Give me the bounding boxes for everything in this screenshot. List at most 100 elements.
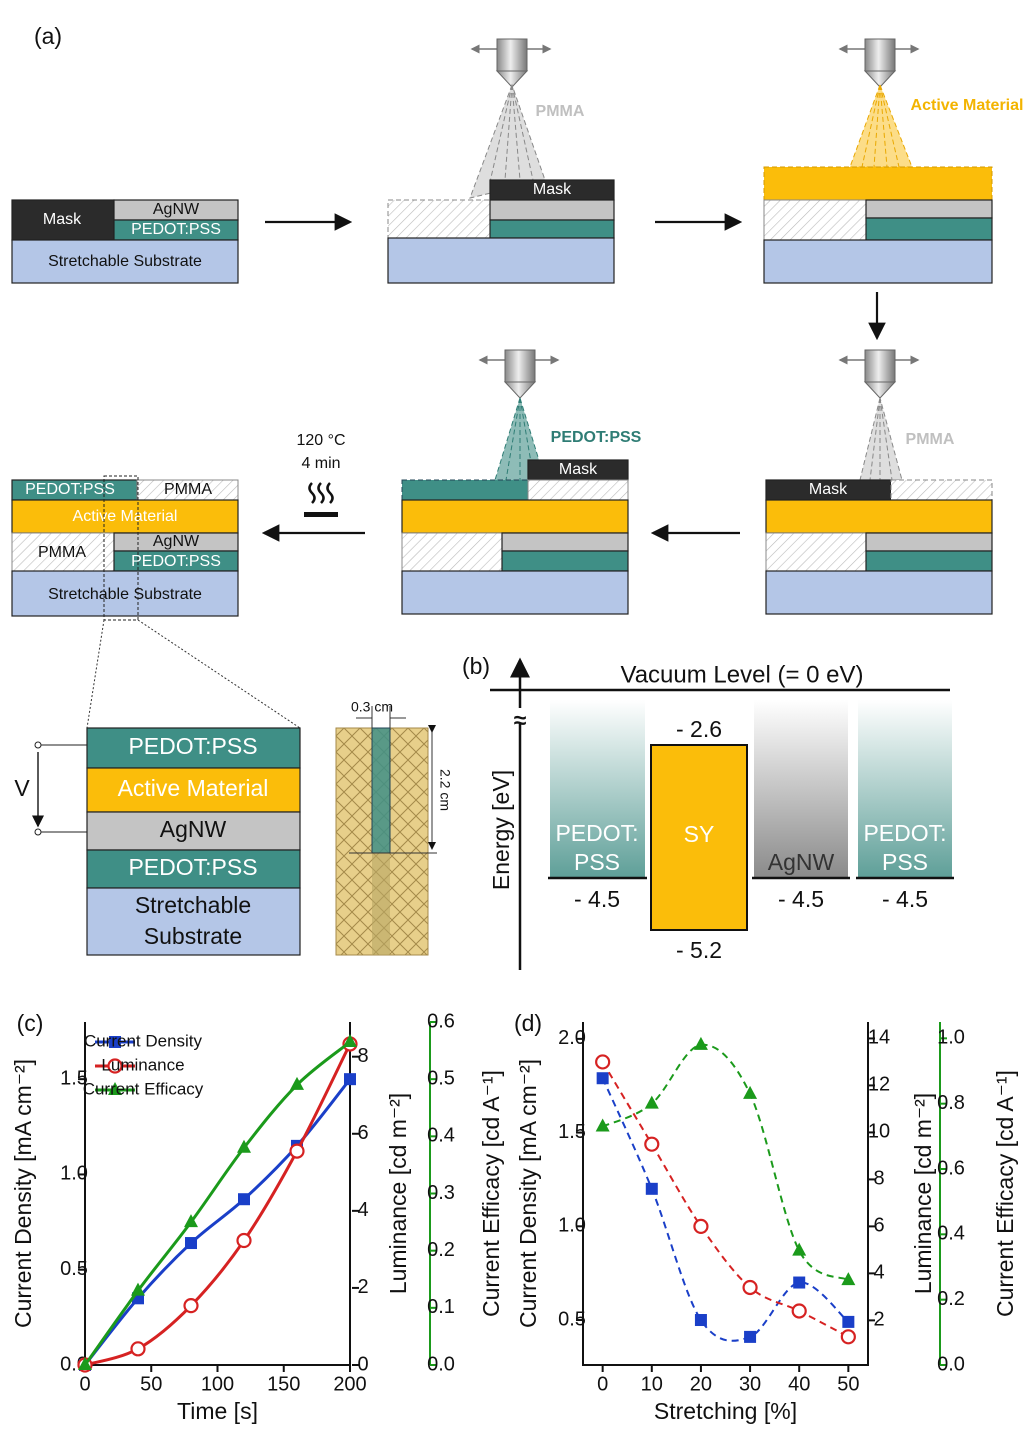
material-label: PSS xyxy=(574,849,620,875)
marker xyxy=(291,1145,304,1158)
y-tick-label: 2 xyxy=(873,1309,884,1331)
layer-label: Stretchable xyxy=(135,892,251,918)
anneal-temperature: 120 °C xyxy=(296,432,345,449)
y-tick-label: 6 xyxy=(873,1215,884,1237)
y-tick-label: 0.2 xyxy=(937,1288,965,1310)
pmma-layer xyxy=(402,533,502,571)
spray-label: PMMA xyxy=(536,103,585,120)
marker xyxy=(744,1331,756,1343)
vacuum-label: Vacuum Level (= 0 eV) xyxy=(620,661,863,688)
y-tick-label: 0.4 xyxy=(937,1223,965,1245)
anneal-time: 4 min xyxy=(301,455,340,472)
active-strip xyxy=(372,728,390,853)
spray-label: PEDOT:PSS xyxy=(551,429,642,446)
level-label: - 4.5 xyxy=(778,886,824,912)
layer-label: Active Material xyxy=(73,508,178,525)
step-4: PMMA Mask xyxy=(766,350,992,614)
pedot-layer xyxy=(490,220,614,238)
marker xyxy=(597,1072,609,1084)
active-layer xyxy=(766,500,992,533)
y-tick-label: 0.0 xyxy=(427,1353,455,1375)
agnw-layer xyxy=(866,533,992,551)
terminal xyxy=(35,742,41,748)
material-label: SY xyxy=(684,821,715,847)
marker xyxy=(694,1220,707,1233)
voltage-label: V xyxy=(14,775,30,801)
layer-label: Mask xyxy=(43,211,82,228)
figure: (a) Mask AgNW PEDOT:PSS Stretchable Subs… xyxy=(0,0,1031,1431)
marker xyxy=(743,1086,757,1099)
marker xyxy=(238,1193,250,1205)
x-tick-label: 30 xyxy=(739,1373,761,1395)
layer-label: PEDOT:PSS xyxy=(25,481,115,498)
y-tick-label: 0.6 xyxy=(427,1010,455,1032)
active-layer xyxy=(764,167,992,200)
y-tick-label: 0.0 xyxy=(937,1353,965,1375)
layer-label: Stretchable Substrate xyxy=(48,253,202,270)
layer-label: AgNW xyxy=(153,201,200,218)
y-tick-label: 1.0 xyxy=(60,1163,88,1185)
axis-title: Energy [eV] xyxy=(488,770,514,890)
spray-nozzle xyxy=(472,39,550,87)
x-axis-title: Time [s] xyxy=(177,1398,258,1424)
x-tick-label: 50 xyxy=(140,1373,162,1395)
series-line xyxy=(603,1062,849,1337)
layer-label: PEDOT:PSS xyxy=(128,733,257,759)
y-tick-label: 4 xyxy=(873,1262,884,1284)
y-tick-label: 14 xyxy=(868,1027,890,1049)
legend-label: Luminance xyxy=(101,1055,184,1074)
marker xyxy=(596,1055,609,1068)
series-line xyxy=(603,1045,849,1280)
y-axis-title: Luminance [cd m⁻²] xyxy=(385,1093,411,1294)
x-tick-label: 20 xyxy=(690,1373,712,1395)
substrate-layer xyxy=(766,571,992,614)
marker xyxy=(792,1243,806,1256)
y-axis-title: Current Efficacy [cd A⁻¹] xyxy=(478,1070,504,1317)
device-stack: PEDOT:PSS Active Material AgNW PEDOT:PSS… xyxy=(14,728,300,955)
y-tick-label: 0.2 xyxy=(427,1239,455,1261)
x-tick-label: 200 xyxy=(333,1373,366,1395)
spray-label: PMMA xyxy=(906,431,955,448)
y-tick-label: 0.6 xyxy=(937,1157,965,1179)
x-tick-label: 40 xyxy=(788,1373,810,1395)
y-tick-label: 0.4 xyxy=(427,1125,455,1147)
x-axis-title: Stretching [%] xyxy=(654,1398,797,1424)
y-tick-label: 6 xyxy=(357,1122,368,1144)
level-label: - 4.5 xyxy=(574,886,620,912)
length-label: 2.2 cm xyxy=(437,769,453,811)
y-tick-label: 0.5 xyxy=(558,1308,586,1330)
y-tick-label: 0.5 xyxy=(427,1067,455,1089)
x-tick-label: 100 xyxy=(201,1373,234,1395)
y-axis-title: Current Density [mA cm⁻²] xyxy=(10,1059,36,1328)
material-label: AgNW xyxy=(768,849,835,875)
layer-label: PEDOT:PSS xyxy=(131,221,221,238)
substrate-layer xyxy=(388,238,614,283)
y-axis-title: Luminance [cd m⁻²] xyxy=(910,1093,936,1294)
substrate-layer xyxy=(764,240,992,283)
agnw-layer xyxy=(866,200,992,218)
y-tick-label: 0.1 xyxy=(427,1296,455,1318)
page: {"figure": { "panel_a": { "label": "(a)"… xyxy=(0,0,1031,1431)
marker xyxy=(842,1316,854,1328)
width-label: 0.3 cm xyxy=(351,699,393,715)
step-2: PMMA Mask xyxy=(388,39,614,283)
layer-label: Stretchable Substrate xyxy=(48,586,202,603)
device-pattern: 0.3 cm 2.2 cm xyxy=(336,699,453,955)
spray-cone xyxy=(860,398,902,480)
axis-frame xyxy=(583,1022,868,1365)
material-label: PSS xyxy=(882,849,928,875)
marker xyxy=(344,1073,356,1085)
legend-label: Current Efficacy xyxy=(83,1079,204,1098)
pedot-layer xyxy=(866,551,992,571)
panel-label: (d) xyxy=(514,1010,542,1036)
marker xyxy=(695,1314,707,1326)
energy-diagram: (b) ≈ Vacuum Level (= 0 eV) Energy [eV] … xyxy=(462,653,954,970)
y-tick-label: 8 xyxy=(873,1168,884,1190)
panel-label: (b) xyxy=(462,653,490,679)
y-tick-label: 0.5 xyxy=(60,1258,88,1280)
layer-label: AgNW xyxy=(160,816,227,842)
material-label: PEDOT: xyxy=(863,820,946,846)
layer-label: Mask xyxy=(809,481,848,498)
layer-label: Substrate xyxy=(144,923,242,949)
